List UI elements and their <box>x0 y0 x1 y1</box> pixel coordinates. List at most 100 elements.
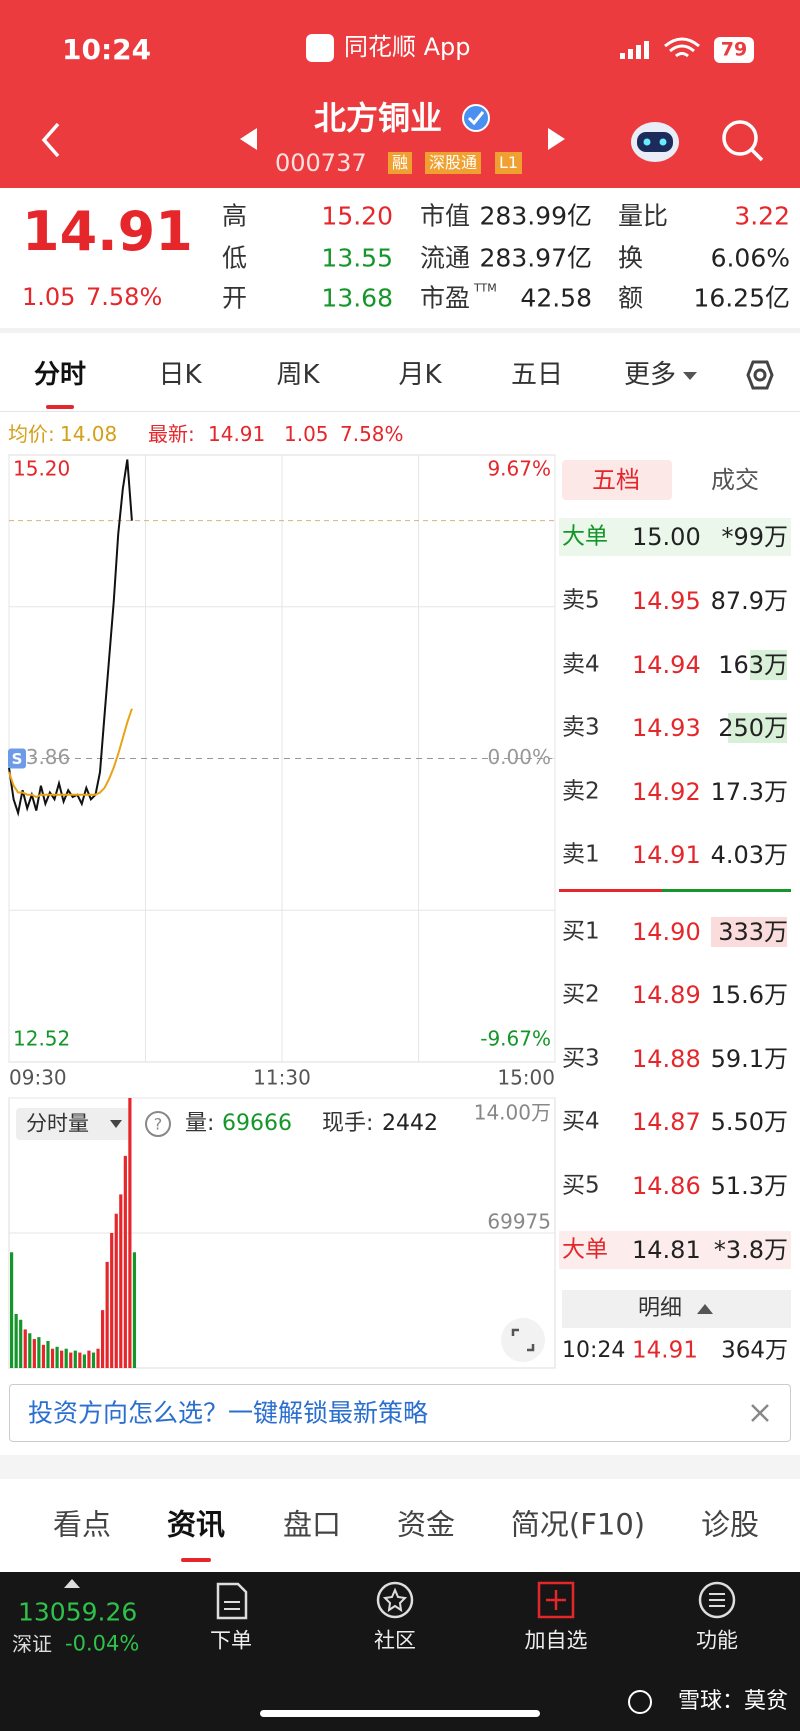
volume-bar <box>132 1252 137 1368</box>
back-button[interactable] <box>41 122 60 158</box>
badge: 深股通 <box>425 152 482 174</box>
volume-bar <box>128 1098 132 1368</box>
bottom-tab[interactable]: 资金 <box>396 1507 456 1542</box>
book-price: 14.81 <box>632 1236 701 1264</box>
stat-label: 市盈 <box>420 283 471 313</box>
chart-tab[interactable]: 月K <box>398 360 442 390</box>
index-arrow <box>64 1579 80 1588</box>
function-icon <box>698 1581 736 1619</box>
volume-bar <box>69 1352 73 1368</box>
y-tick-label: 15.20 <box>13 457 70 481</box>
y2-tick-label: 9.67% <box>487 457 551 481</box>
footer-button[interactable]: 加自选 <box>524 1628 588 1653</box>
volume-bar <box>46 1341 50 1368</box>
badge: L1 <box>495 152 523 174</box>
volume-bar <box>123 1155 127 1368</box>
prev-stock[interactable] <box>240 128 257 150</box>
price: 14.91 <box>22 200 193 263</box>
book-price: 15.00 <box>632 523 701 551</box>
book-volume: *99万 <box>721 523 788 551</box>
footer-button[interactable]: 功能 <box>696 1628 738 1653</box>
chart-tab[interactable]: 五日 <box>510 360 564 390</box>
bottom-tab[interactable]: 诊股 <box>700 1507 760 1542</box>
book-label: 大单 <box>562 1236 608 1263</box>
chart-tab[interactable]: 分时 <box>33 360 87 390</box>
detail-header[interactable] <box>562 1290 791 1328</box>
volume-bar <box>19 1319 23 1368</box>
book-label: 买2 <box>562 981 600 1008</box>
book-price: 14.89 <box>632 981 701 1009</box>
book-label: 买4 <box>562 1108 600 1135</box>
book-tab[interactable]: 五档 <box>592 466 640 494</box>
volume-bar <box>96 1348 100 1368</box>
stat-label: 换 <box>618 243 644 273</box>
book-price: 14.90 <box>632 918 701 946</box>
bottom-tab[interactable]: 盘口 <box>282 1507 342 1542</box>
volume-bar <box>82 1354 86 1368</box>
close-banner[interactable] <box>751 1404 769 1422</box>
bottom-tab[interactable]: 看点 <box>52 1507 112 1542</box>
selector-arrow <box>110 1120 122 1128</box>
volume-highlight <box>728 713 787 743</box>
bottom-tab-underline <box>181 1558 211 1562</box>
book-volume: 250万 <box>718 714 788 742</box>
volume-title[interactable]: 分时量 <box>26 1111 89 1136</box>
app-icon <box>306 34 334 62</box>
book-tab[interactable]: 成交 <box>711 466 759 494</box>
divider <box>0 411 800 412</box>
volume-bar <box>37 1337 41 1368</box>
volume-bar <box>87 1350 91 1368</box>
index-value[interactable]: 13059.26 <box>18 1597 138 1627</box>
stat-label: 高 <box>222 201 248 231</box>
book-label: 卖4 <box>562 651 600 678</box>
volume-bar <box>41 1344 46 1368</box>
volume-bar <box>64 1348 68 1368</box>
robot-icon[interactable] <box>631 122 679 162</box>
chart-tab[interactable]: 周K <box>276 360 320 390</box>
stat-value: 283.97亿 <box>479 243 592 273</box>
stat-value: 42.58 <box>520 283 592 313</box>
book-price: 14.86 <box>632 1172 701 1200</box>
avg-label: 均价: <box>8 422 55 446</box>
book-price: 14.92 <box>632 778 701 806</box>
book-divider <box>559 889 662 892</box>
chart-tab[interactable]: 日K <box>158 360 202 390</box>
divider <box>0 1455 800 1479</box>
banner-text[interactable]: 投资方向怎么选？一键解锁最新策略 <box>28 1398 429 1428</box>
x-tick-label: 09:30 <box>9 1066 67 1090</box>
stock-code: 000737 <box>275 149 367 177</box>
detail-arrow <box>697 1304 713 1314</box>
book-label: 卖1 <box>562 841 600 868</box>
settings-button[interactable] <box>746 360 774 390</box>
book-price: 14.88 <box>632 1045 701 1073</box>
chart-tab[interactable]: 更多 <box>623 360 677 390</box>
book-price: 14.87 <box>632 1108 701 1136</box>
badge: 融 <box>388 152 413 174</box>
home-indicator <box>260 1710 540 1717</box>
bottom-tab[interactable]: 简况(F10) <box>510 1507 646 1542</box>
next-stock[interactable] <box>548 128 565 150</box>
volume-bar <box>28 1333 32 1368</box>
volume-bar <box>23 1329 27 1368</box>
latest-value: 14.91 <box>208 422 266 446</box>
add-watch-icon <box>537 1581 575 1619</box>
volume-stat-label: 现手: <box>322 1111 374 1136</box>
volume-bar <box>60 1350 64 1368</box>
banner[interactable] <box>9 1384 791 1442</box>
detail-label[interactable]: 明细 <box>637 1296 683 1321</box>
footer-button[interactable]: 下单 <box>210 1628 252 1653</box>
trade-price: 14.91 <box>632 1337 698 1364</box>
volume-selector[interactable] <box>16 1108 130 1140</box>
stat-value: 16.25亿 <box>693 283 790 313</box>
volume-highlight <box>711 917 787 947</box>
help-icon[interactable] <box>145 1111 171 1137</box>
bottom-tab[interactable]: 资讯 <box>166 1507 226 1542</box>
fullscreen-button[interactable] <box>501 1318 545 1362</box>
footer-button[interactable]: 社区 <box>374 1628 416 1653</box>
book-volume: 51.3万 <box>710 1172 788 1200</box>
search-button[interactable] <box>722 120 764 162</box>
row-highlight <box>559 518 791 556</box>
stat-value: 13.68 <box>321 283 393 313</box>
stat-value: 283.99亿 <box>479 201 592 231</box>
